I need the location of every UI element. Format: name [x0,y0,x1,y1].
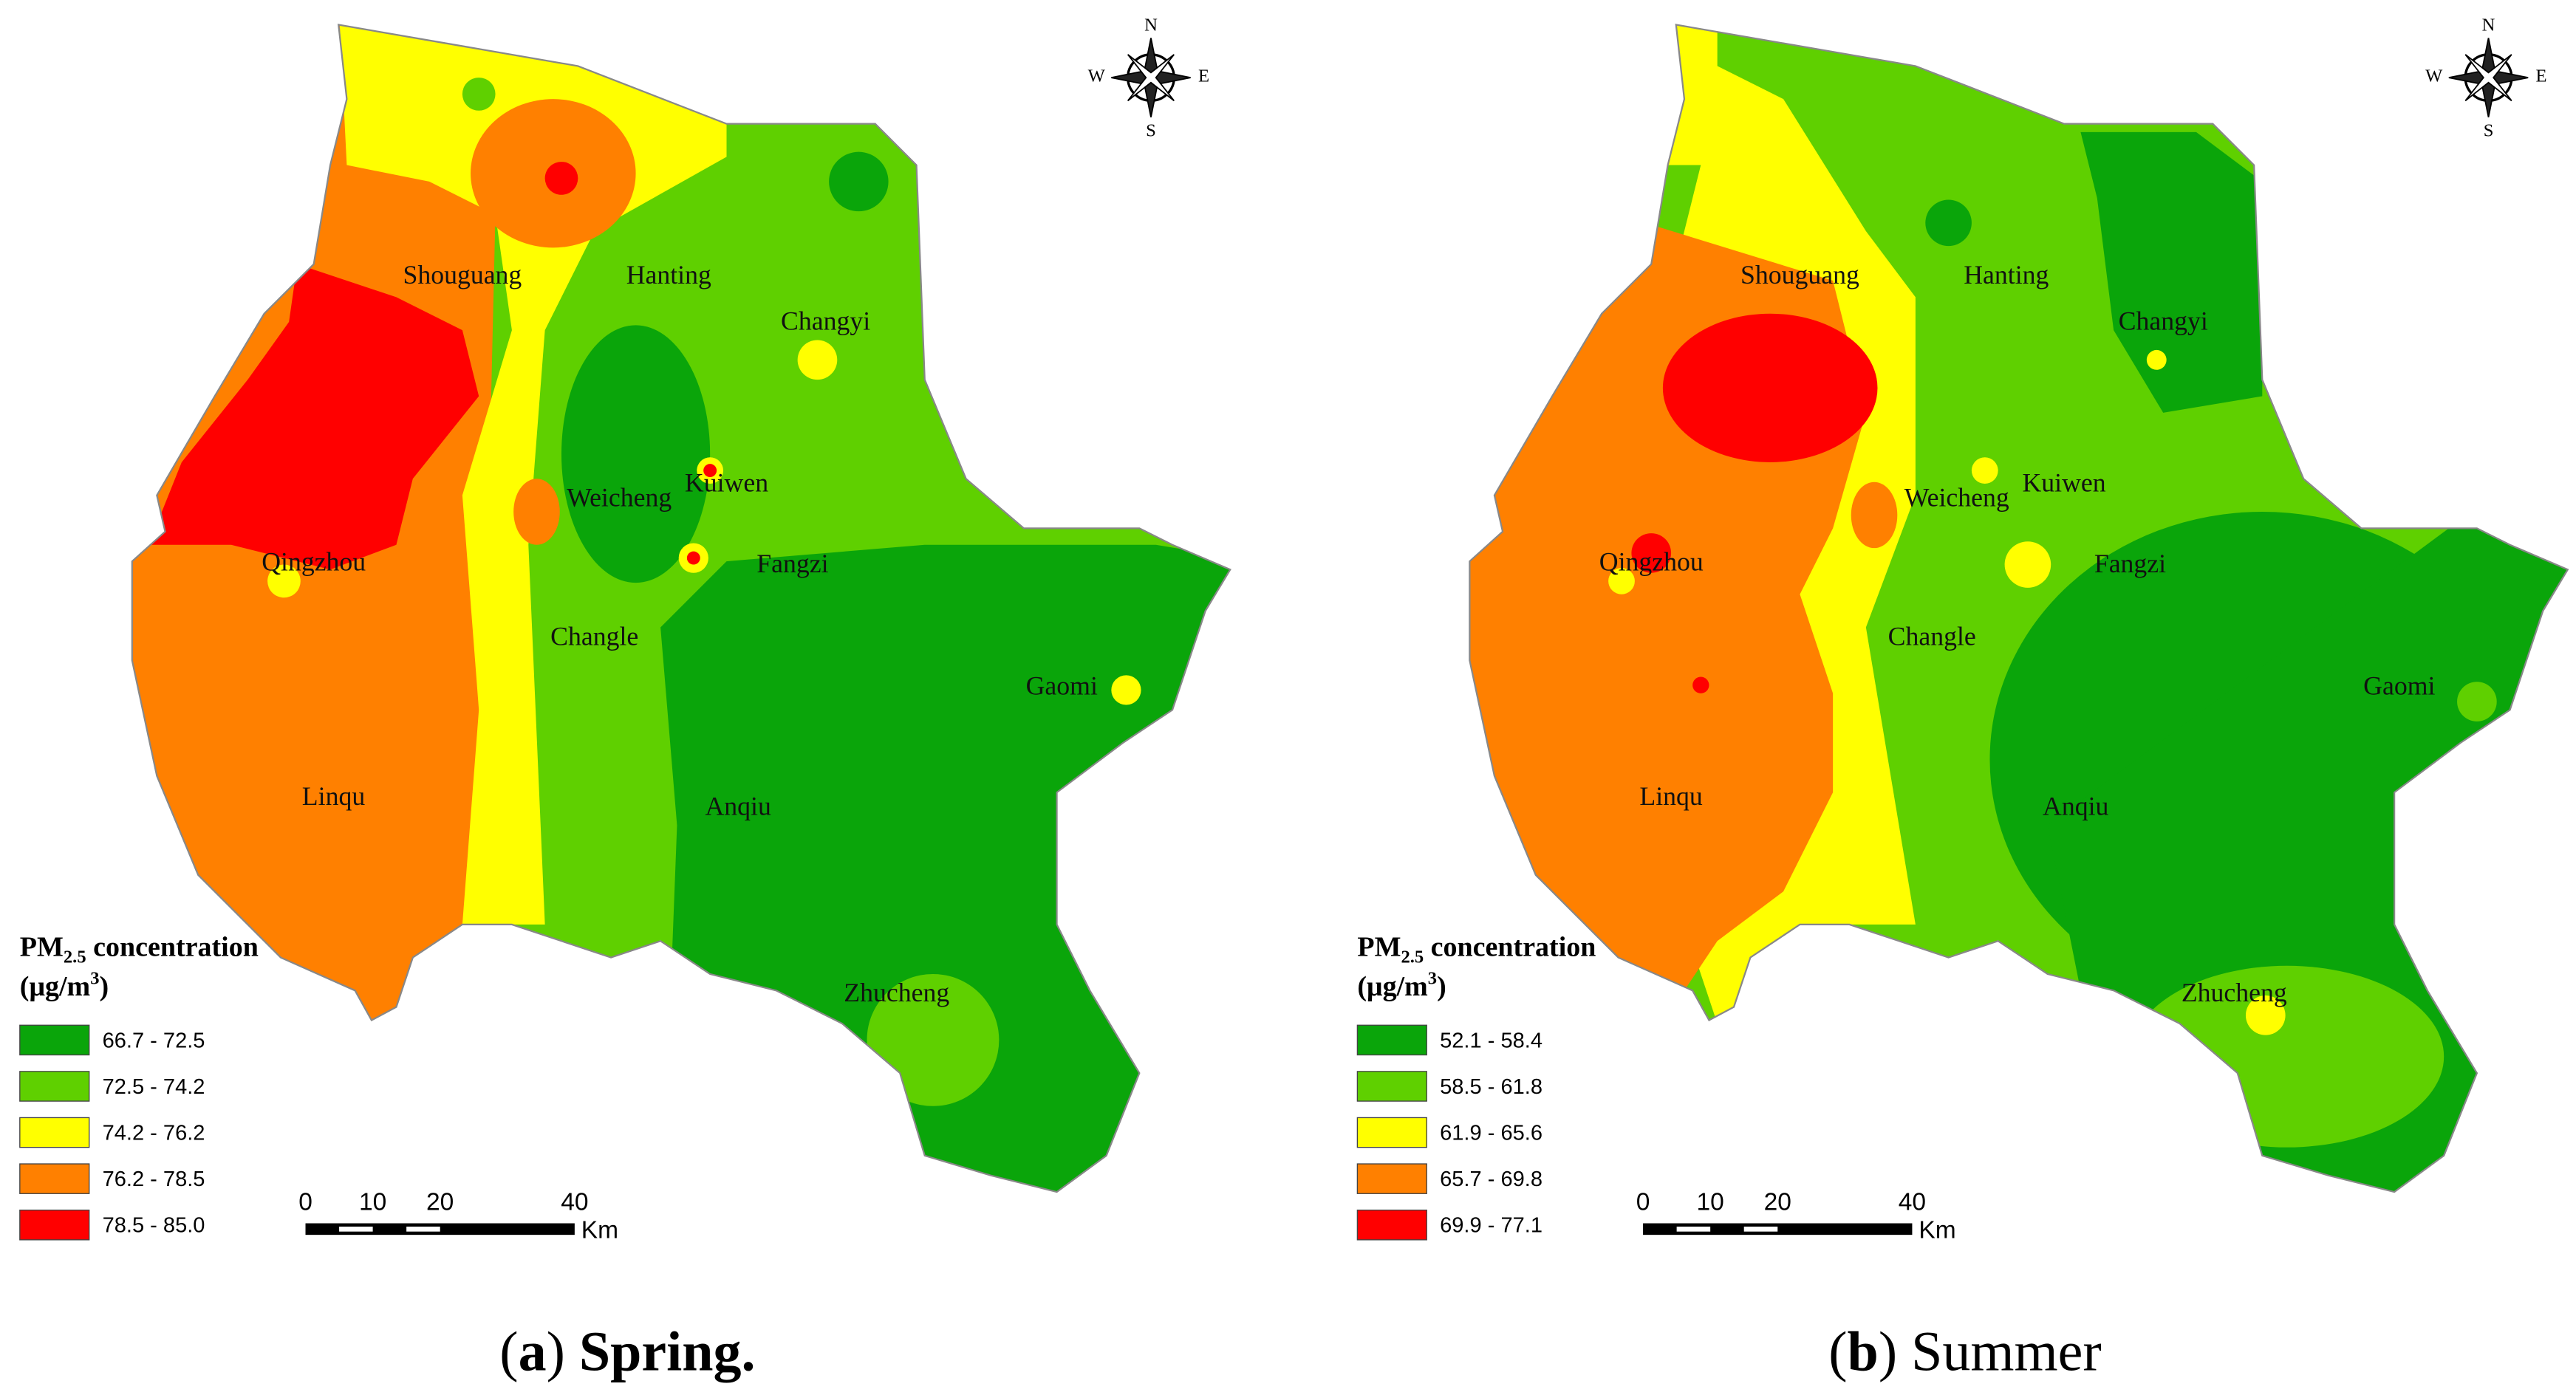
caption-part: ( [499,1320,518,1382]
legend-unit-part: ) [1437,971,1446,1002]
place-label: Changyi [2119,306,2208,335]
compass-star-diag [2464,54,2512,102]
place-label: Gaomi [2363,671,2435,700]
legend-swatch [1356,1163,1427,1194]
legend-unit-part: (μg/m [1357,971,1427,1002]
place-label: Weicheng [1904,483,2009,513]
compass-n: N [1144,15,1158,35]
scale-tick-label: 40 [1899,1189,1926,1216]
boundary [1469,24,2569,1193]
scale-bar-segment [1743,1226,1778,1232]
legend-title: PM2.5 concentration [20,931,259,967]
place-label: Zhucheng [844,978,949,1007]
scale-unit: Km [1919,1217,1955,1244]
legend-label: 52.1 - 58.4 [1440,1029,1542,1052]
scale-unit: Km [581,1217,618,1244]
legend-unit-sup: 3 [90,968,99,988]
place-label: Hanting [626,260,711,289]
place-label: Shouguang [1740,260,1859,289]
compass-star-diag [1127,54,1175,102]
legend-label: 69.9 - 77.1 [1440,1214,1542,1238]
caption-part: ) [1879,1320,1911,1382]
scale-tick-label: 20 [426,1189,454,1216]
scale-bar-segment [339,1226,373,1232]
scale-tick-label: 40 [561,1189,588,1216]
caption-part: b [1848,1320,1879,1382]
compass-w: W [2425,66,2443,86]
place-label: Weicheng [567,483,672,513]
legend-label: 74.2 - 76.2 [103,1121,205,1145]
place-label: Linqu [302,781,366,811]
place-label: Anqiu [2043,792,2108,821]
scale-bar-segment [1676,1226,1711,1232]
caption-part: Spring. [579,1320,756,1382]
compass-n: N [2482,15,2495,35]
place-label: Fangzi [2094,549,2166,578]
legend-unit: (μg/m3) [1357,968,1446,1002]
legend-label: 72.5 - 74.2 [103,1075,205,1099]
legend-title-part: concentration [1424,931,1596,962]
place-label: Kuiwen [2022,467,2105,497]
legend-swatch [19,1209,90,1241]
legend-unit: (μg/m3) [20,968,109,1002]
compass-e: E [2536,66,2547,86]
legend-swatch [1356,1071,1427,1102]
legend-label: 78.5 - 85.0 [103,1214,205,1238]
scale-tick-label: 10 [1697,1189,1724,1216]
scale-tick-label: 20 [1764,1189,1791,1216]
boundary [131,24,1231,1193]
caption-part: a [519,1320,547,1382]
legend-title: PM2.5 concentration [1357,931,1596,967]
place-label: Shouguang [403,260,522,289]
legend-label: 65.7 - 69.8 [1440,1168,1542,1191]
place-label: Changle [550,621,638,651]
caption: (a) Spring. [499,1320,755,1382]
legend-swatch [19,1117,90,1148]
scale-tick-label: 10 [359,1189,386,1216]
place-label: Qingzhou [1599,547,1704,577]
scale-bar-segment [406,1226,440,1232]
legend-swatch [1356,1117,1427,1148]
scale-tick-label: 0 [1636,1189,1650,1216]
map-spring: Shouguang Hanting Changyi Kuiwen Weicheng Qin… [19,15,1231,1382]
compass-s: S [1146,120,1156,140]
legend-label: 76.2 - 78.5 [103,1168,205,1191]
scale-tick-label: 0 [298,1189,312,1216]
place-label: Hanting [1964,260,2049,289]
caption-part: ( [1828,1320,1847,1382]
legend-title-part: PM [1357,931,1401,962]
compass-e: E [1198,66,1209,86]
map-summer: Shouguang Hanting Changyi Kuiwen Weicheng Qin… [1356,15,2569,1382]
place-label: Changle [1888,621,1976,651]
legend-swatch [19,1163,90,1194]
place-label: Anqiu [705,792,771,821]
place-label: Gaomi [1026,671,1098,700]
legend-label: 66.7 - 72.5 [103,1029,205,1052]
legend-title-sub: 2.5 [64,947,86,967]
caption-part: ) [547,1320,579,1382]
caption: (b) Summer [1828,1320,2101,1382]
legend-title-part: concentration [86,931,259,962]
place-label: Changyi [781,306,870,335]
legend-label: 61.9 - 65.6 [1440,1121,1542,1145]
place-label: Zhucheng [2182,978,2287,1007]
place-label: Kuiwen [685,467,768,497]
legend-swatch [19,1024,90,1056]
legend-title-sub: 2.5 [1401,947,1424,967]
place-label: Fangzi [756,549,828,578]
legend-swatch [19,1071,90,1102]
legend-title-part: PM [20,931,64,962]
place-label: Linqu [1639,781,1703,811]
legend-unit-part: (μg/m [20,971,90,1002]
legend-unit-part: ) [100,971,109,1002]
compass-s: S [2484,120,2494,140]
legend-swatch [1356,1209,1427,1241]
place-label: Qingzhou [262,547,366,577]
legend-swatch [1356,1024,1427,1056]
legend-unit-sup: 3 [1428,968,1437,988]
legend-label: 58.5 - 61.8 [1440,1075,1542,1099]
caption-part: Summer [1911,1320,2102,1382]
compass-w: W [1088,66,1106,86]
